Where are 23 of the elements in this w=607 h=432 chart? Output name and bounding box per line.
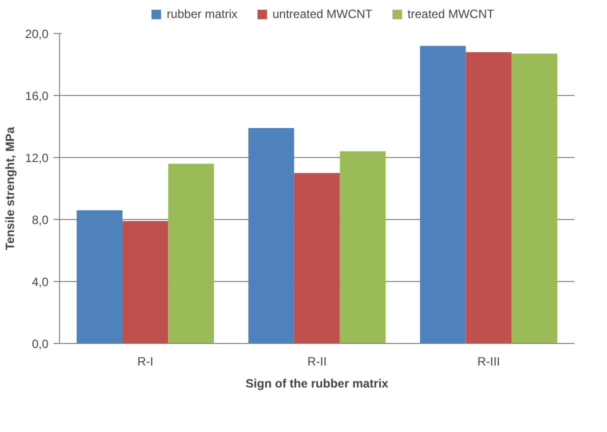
bar: [248, 128, 294, 344]
y-axis-title: Tensile strenght, MPa: [3, 126, 18, 250]
y-tick-label: 0,0: [32, 337, 49, 351]
y-tick-label: 4,0: [32, 275, 49, 289]
bar: [168, 164, 214, 344]
bar: [466, 52, 512, 344]
y-tick-label: 16,0: [25, 89, 49, 103]
bar: [294, 173, 340, 344]
x-axis-title: Sign of the rubber matrix: [246, 376, 389, 390]
bar: [122, 221, 168, 344]
y-tick-label: 8,0: [32, 213, 49, 227]
y-tick-label: 12,0: [25, 151, 49, 165]
bar: [420, 46, 466, 344]
x-tick-label: R-I: [137, 354, 154, 368]
bar: [76, 210, 122, 344]
bar: [512, 54, 558, 344]
legend-label: untreated MWCNT: [272, 7, 373, 21]
legend-label: treated MWCNT: [408, 7, 494, 21]
legend-label: rubber matrix: [166, 7, 238, 21]
y-tick-label: 20,0: [25, 27, 49, 41]
x-tick-label: R-III: [477, 354, 500, 368]
bar: [340, 151, 386, 344]
x-tick-label: R-II: [307, 354, 327, 368]
